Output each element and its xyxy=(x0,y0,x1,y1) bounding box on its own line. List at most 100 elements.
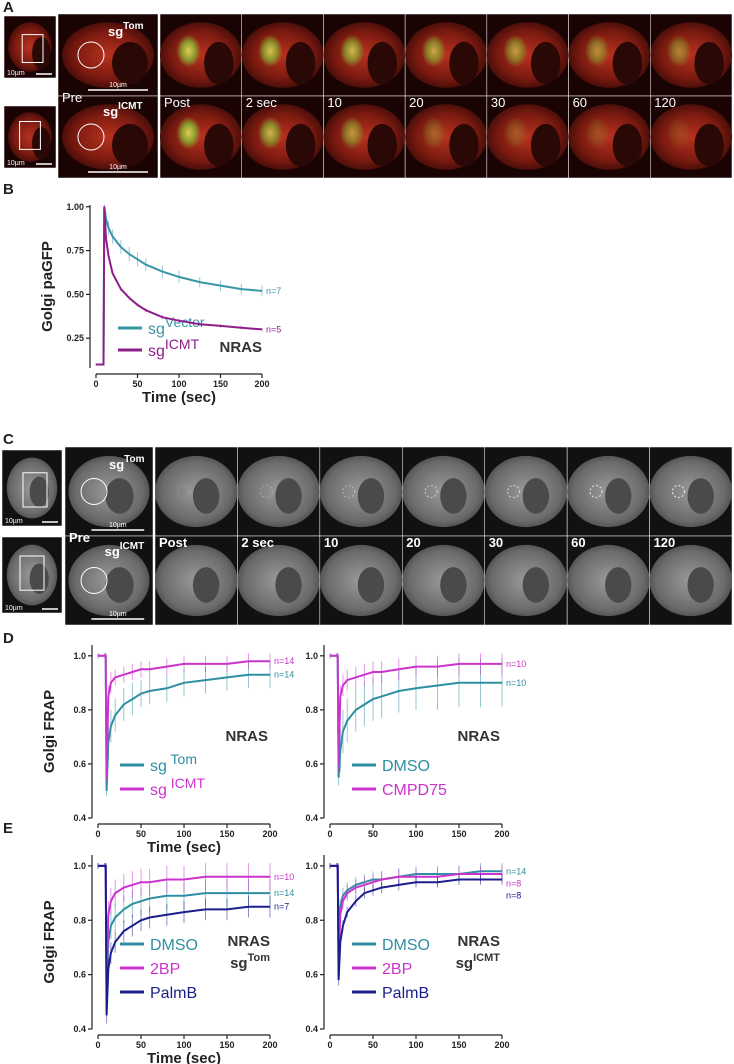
y-axis-title: Golgi paGFP xyxy=(39,241,56,332)
y-axis-title: Golgi FRAP xyxy=(41,900,58,983)
nucleus xyxy=(367,41,397,85)
golgi xyxy=(176,116,201,150)
scale-bar-label: 10µm xyxy=(7,160,25,167)
nucleus xyxy=(112,41,148,85)
chart: 0.4 0.6 0.8 1.0 0 50 100 150 200 DMSO CMPD75 n=10 n=… xyxy=(305,645,526,839)
annotation-base: sg xyxy=(456,955,474,972)
legend-label-base: 2BP xyxy=(382,961,412,978)
condition-label-sup: ICMT xyxy=(120,541,144,552)
x-tick-label: 200 xyxy=(262,1040,277,1050)
legend-label-sup: ICMT xyxy=(165,336,200,352)
x-tick-label: 150 xyxy=(451,1040,466,1050)
nucleus xyxy=(29,476,49,507)
golgi xyxy=(666,34,692,68)
n-label: n=7 xyxy=(266,286,281,296)
condition-label-base: sg xyxy=(108,24,123,39)
condition-label: sgICMT xyxy=(103,101,143,119)
nucleus xyxy=(105,567,134,603)
legend-label-base: sg xyxy=(148,343,165,360)
legend-label-base: sg xyxy=(150,782,167,799)
timepoint-label: 120 xyxy=(654,535,676,550)
golgi-signal xyxy=(589,484,603,499)
timepoint-label: 10 xyxy=(327,95,341,110)
x-tick-label: 50 xyxy=(132,379,142,389)
n-label: n=14 xyxy=(274,670,294,680)
nucleus xyxy=(105,478,134,514)
n-label: n=10 xyxy=(274,872,294,882)
golgi xyxy=(503,116,528,150)
y-tick-label: 1.0 xyxy=(305,861,318,871)
x-tick-label: 0 xyxy=(327,829,332,839)
nucleus xyxy=(449,41,479,85)
legend-label: DMSO xyxy=(382,937,430,954)
annotation: NRAS xyxy=(227,933,270,950)
y-tick-label: 0.6 xyxy=(73,970,86,980)
scale-bar-label: 10µm xyxy=(5,605,23,612)
nucleus xyxy=(357,478,385,514)
legend-label: sgVector xyxy=(148,314,205,338)
timepoint-label: 20 xyxy=(406,535,420,550)
annotation: NRAS xyxy=(225,728,268,745)
y-tick-label: 0.6 xyxy=(305,759,318,769)
legend-label-base: DMSO xyxy=(382,758,430,775)
y-tick-label: 0.8 xyxy=(73,915,86,925)
roi-box xyxy=(19,121,41,150)
golgi-signal xyxy=(424,484,438,499)
y-tick-label: 0.50 xyxy=(66,289,84,299)
series-line xyxy=(96,206,263,366)
panel-label: B xyxy=(3,181,14,198)
y-tick-label: 1.0 xyxy=(305,651,318,661)
nucleus xyxy=(357,567,385,603)
nucleus xyxy=(192,478,220,514)
golgi-signal xyxy=(671,484,686,499)
annotation-base: NRAS xyxy=(227,933,270,950)
nucleus xyxy=(29,563,49,594)
nucleus xyxy=(694,123,724,167)
legend-label-base: sg xyxy=(150,758,167,775)
n-label: n=8 xyxy=(506,878,521,888)
annotation: NRAS xyxy=(219,339,262,356)
legend-label: PalmB xyxy=(150,985,197,1002)
panel-labels: A B C D E xyxy=(3,0,14,837)
panel-label: A xyxy=(3,0,14,16)
series-line xyxy=(98,654,270,778)
golgi xyxy=(339,116,365,150)
nucleus xyxy=(192,567,220,603)
nucleus xyxy=(612,123,643,167)
nucleus xyxy=(32,37,51,70)
x-tick-label: 150 xyxy=(219,1040,234,1050)
chart: 0.4 0.6 0.8 1.0 0 50 100 150 200 DMSO 2BP PalmB n=14… xyxy=(305,855,526,1050)
timepoint-label: 60 xyxy=(571,535,585,550)
nucleus xyxy=(522,567,550,603)
bleach-roi xyxy=(80,478,108,505)
chart: 0.25 0.50 0.75 1.00 0 50 100 150 200 Golgi paGFP T… xyxy=(39,202,281,406)
n-label: n=14 xyxy=(274,656,294,666)
legend-label: CMPD75 xyxy=(382,782,447,799)
annotation-base: NRAS xyxy=(457,728,500,745)
nucleus xyxy=(367,123,397,167)
timepoint-label: 120 xyxy=(654,95,676,110)
annotation-base: NRAS xyxy=(225,728,268,745)
bleach-roi xyxy=(77,123,105,151)
x-tick-label: 100 xyxy=(176,829,191,839)
nucleus xyxy=(694,41,724,85)
condition-label: sgICMT xyxy=(105,541,145,559)
series-line xyxy=(330,654,502,764)
x-tick-label: 100 xyxy=(408,829,423,839)
golgi xyxy=(421,34,446,68)
annotation-base: NRAS xyxy=(219,339,262,356)
nucleus xyxy=(530,41,561,85)
nucleus xyxy=(612,41,643,85)
roi-box xyxy=(21,34,44,63)
timepoint-label: 2 sec xyxy=(246,95,278,110)
legend-label-base: 2BP xyxy=(150,961,180,978)
scale-bar-label: 10µm xyxy=(109,611,127,618)
nucleus xyxy=(285,41,316,85)
scale-bar-label: 10µm xyxy=(109,82,127,89)
condition-label: sgTom xyxy=(108,21,144,39)
x-tick-label: 150 xyxy=(219,829,234,839)
x-tick-label: 50 xyxy=(136,829,146,839)
timepoint-label: Pre xyxy=(69,530,90,545)
x-tick-label: 200 xyxy=(262,829,277,839)
